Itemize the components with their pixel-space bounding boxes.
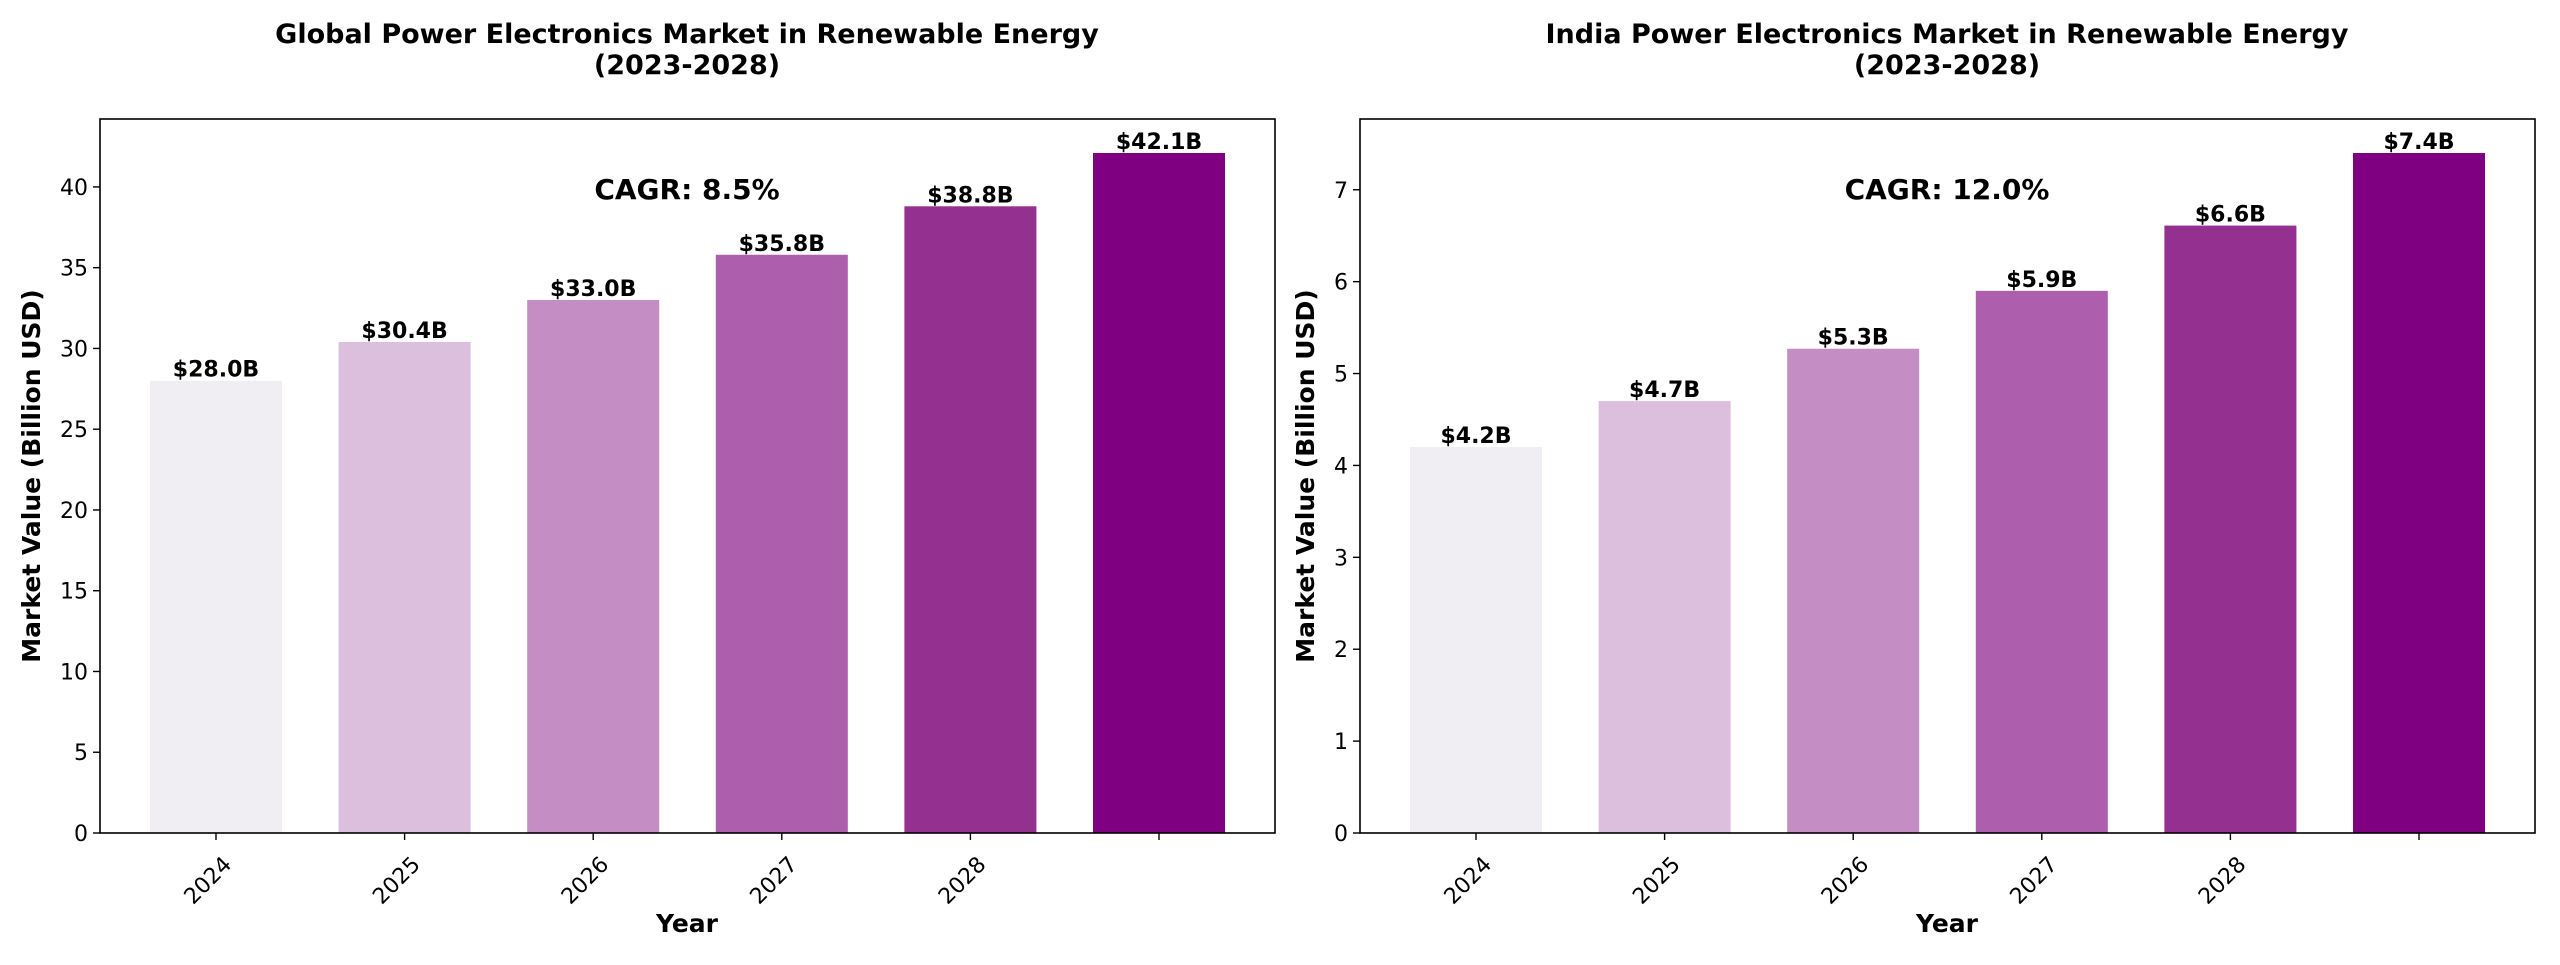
india-x-tick-label-4: 2027 bbox=[2006, 852, 2063, 909]
india-bar-1 bbox=[1409, 447, 1542, 833]
global-bar-value-label-5: $38.8B bbox=[927, 183, 1013, 208]
global-bar-value-label-3: $33.0B bbox=[550, 277, 636, 302]
india-y-tick-label-1: 1 bbox=[1334, 730, 1348, 755]
global-cagr-annotation: CAGR: 8.5% bbox=[594, 173, 779, 206]
global-x-tick-label-3: 2026 bbox=[557, 852, 614, 909]
global-x-axis-label: Year bbox=[655, 909, 719, 938]
india-y-tick-label-4: 4 bbox=[1334, 454, 1348, 479]
global-y-tick-label-40: 40 bbox=[60, 176, 88, 201]
global-bar-6 bbox=[1093, 153, 1226, 833]
global-y-tick-label-0: 0 bbox=[74, 822, 88, 847]
global-plot-area: $28.0B $30.4B $33.0B $35.8B $38.8B $42.1B 2024… bbox=[60, 130, 1226, 910]
india-bar-3 bbox=[1787, 348, 1920, 833]
india-x-tick-label-5: 2028 bbox=[2194, 852, 2251, 909]
india-x-tick-label-2: 2025 bbox=[1628, 852, 1685, 909]
india-bar-4 bbox=[1975, 290, 2108, 834]
india-chart: India Power Electronics Market in Renewa… bbox=[1291, 19, 2536, 938]
global-bar-3 bbox=[527, 299, 660, 834]
global-chart-title-line2: (2023-2028) bbox=[594, 50, 780, 81]
global-bar-value-label-6: $42.1B bbox=[1116, 130, 1202, 155]
global-y-tick-label-10: 10 bbox=[60, 660, 88, 685]
india-bar-value-label-2: $4.7B bbox=[1629, 378, 1700, 403]
global-bar-5 bbox=[904, 206, 1037, 834]
india-bar-2 bbox=[1598, 401, 1731, 833]
india-y-tick-label-6: 6 bbox=[1334, 271, 1348, 296]
india-plot-frame bbox=[1359, 118, 2536, 834]
global-bar-value-label-2: $30.4B bbox=[361, 319, 447, 344]
india-bar-value-label-6: $7.4B bbox=[2383, 130, 2454, 155]
india-y-axis-label: Market Value (Billion USD) bbox=[1291, 289, 1320, 662]
global-y-tick-label-25: 25 bbox=[60, 418, 88, 443]
global-x-tick-label-1: 2024 bbox=[180, 852, 237, 909]
india-bar-value-label-3: $5.3B bbox=[1818, 326, 1889, 351]
global-bar-value-label-4: $35.8B bbox=[739, 232, 825, 257]
global-chart: Global Power Electronics Market in Renew… bbox=[17, 19, 1276, 938]
global-plot-frame bbox=[99, 118, 1276, 834]
india-bar-value-label-5: $6.6B bbox=[2195, 203, 2266, 228]
india-bar-5 bbox=[2164, 225, 2297, 834]
india-y-tick-label-7: 7 bbox=[1334, 179, 1348, 204]
global-y-tick-label-35: 35 bbox=[60, 257, 88, 282]
global-chart-title-line1: Global Power Electronics Market in Renew… bbox=[275, 19, 1099, 50]
global-x-tick-label-2: 2025 bbox=[368, 852, 425, 909]
global-x-tick-label-4: 2027 bbox=[746, 852, 803, 909]
india-x-tick-label-3: 2026 bbox=[1817, 852, 1874, 909]
global-bar-1 bbox=[149, 380, 282, 833]
india-y-tick-label-2: 2 bbox=[1334, 638, 1348, 663]
global-y-tick-label-30: 30 bbox=[60, 337, 88, 362]
india-y-tick-label-5: 5 bbox=[1334, 363, 1348, 388]
global-bar-4 bbox=[715, 254, 848, 833]
india-chart-title-line2: (2023-2028) bbox=[1854, 50, 2040, 81]
india-cagr-annotation: CAGR: 12.0% bbox=[1845, 173, 2050, 206]
india-y-tick-label-0: 0 bbox=[1334, 822, 1348, 847]
global-y-tick-label-5: 5 bbox=[74, 741, 88, 766]
india-y-tick-label-3: 3 bbox=[1334, 546, 1348, 571]
india-x-tick-label-1: 2024 bbox=[1440, 852, 1497, 909]
india-bar-value-label-1: $4.2B bbox=[1440, 424, 1511, 449]
global-x-tick-label-5: 2028 bbox=[934, 852, 991, 909]
india-bar-value-label-4: $5.9B bbox=[2006, 268, 2077, 293]
india-x-axis-label: Year bbox=[1915, 909, 1979, 938]
global-y-tick-label-15: 15 bbox=[60, 580, 88, 605]
global-bar-value-label-1: $28.0B bbox=[173, 358, 259, 383]
india-chart-title-line1: India Power Electronics Market in Renewa… bbox=[1546, 19, 2349, 50]
global-y-tick-label-20: 20 bbox=[60, 499, 88, 524]
global-y-axis-label: Market Value (Billion USD) bbox=[17, 289, 46, 662]
global-bar-2 bbox=[338, 341, 471, 833]
india-bar-6 bbox=[2353, 153, 2486, 833]
